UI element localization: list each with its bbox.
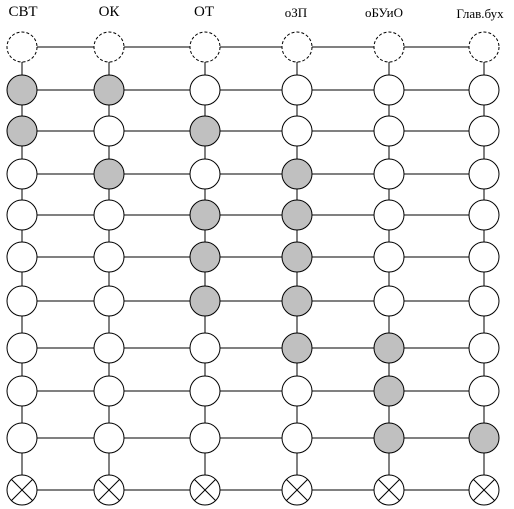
inactive-node — [6, 158, 38, 190]
inactive-node — [93, 241, 125, 273]
end-node-cross-b — [194, 479, 216, 501]
end-node — [281, 474, 313, 506]
start-node — [468, 31, 500, 63]
inactive-node — [93, 332, 125, 364]
end-node-cross-b — [286, 479, 308, 501]
active-node — [189, 241, 221, 273]
inactive-node — [6, 375, 38, 407]
inactive-node — [93, 199, 125, 231]
start-node — [93, 31, 125, 63]
inactive-node — [468, 332, 500, 364]
column-label-svt: СВТ — [8, 4, 38, 20]
column-label-glav-buh: Глав.бух — [456, 6, 504, 21]
active-node — [281, 241, 313, 273]
inactive-node — [373, 158, 405, 190]
inactive-node — [189, 74, 221, 106]
active-node — [468, 422, 500, 454]
inactive-node — [6, 422, 38, 454]
inactive-node — [373, 115, 405, 147]
inactive-node — [373, 199, 405, 231]
end-node-cross-b — [378, 479, 400, 501]
end-node — [468, 474, 500, 506]
inactive-node — [93, 285, 125, 317]
inactive-node — [189, 158, 221, 190]
column-label-ozp: оЗП — [284, 5, 308, 20]
end-node-cross-b — [98, 479, 120, 501]
inactive-node — [93, 115, 125, 147]
column-label-obuio: оБУиО — [365, 5, 403, 20]
active-node — [189, 115, 221, 147]
inactive-node — [189, 332, 221, 364]
inactive-node — [6, 285, 38, 317]
inactive-node — [6, 241, 38, 273]
grid-lines — [21, 46, 485, 491]
active-node — [93, 74, 125, 106]
active-node — [373, 332, 405, 364]
start-node — [281, 31, 313, 63]
start-node — [189, 31, 221, 63]
end-node — [189, 474, 221, 506]
active-node — [281, 332, 313, 364]
nodes — [6, 31, 500, 506]
inactive-node — [373, 74, 405, 106]
inactive-node — [468, 285, 500, 317]
end-node — [6, 474, 38, 506]
inactive-node — [468, 115, 500, 147]
inactive-node — [93, 422, 125, 454]
active-node — [189, 199, 221, 231]
active-node — [281, 285, 313, 317]
inactive-node — [468, 375, 500, 407]
inactive-node — [373, 285, 405, 317]
inactive-node — [281, 422, 313, 454]
end-node — [373, 474, 405, 506]
inactive-node — [281, 74, 313, 106]
inactive-node — [373, 241, 405, 273]
column-label-ok: ОК — [98, 4, 120, 20]
active-node — [373, 422, 405, 454]
active-node — [281, 158, 313, 190]
inactive-node — [6, 199, 38, 231]
start-node — [373, 31, 405, 63]
inactive-node — [281, 375, 313, 407]
end-node-cross-b — [11, 479, 33, 501]
inactive-node — [468, 158, 500, 190]
end-node-cross-b — [473, 479, 495, 501]
inactive-node — [468, 74, 500, 106]
start-node — [6, 31, 38, 63]
inactive-node — [6, 332, 38, 364]
active-node — [373, 375, 405, 407]
inactive-node — [189, 422, 221, 454]
inactive-node — [189, 375, 221, 407]
inactive-node — [93, 375, 125, 407]
inactive-node — [468, 241, 500, 273]
active-node — [6, 74, 38, 106]
column-label-ot: ОТ — [194, 4, 214, 20]
active-node — [6, 115, 38, 147]
active-node — [93, 158, 125, 190]
end-node — [93, 474, 125, 506]
inactive-node — [468, 199, 500, 231]
inactive-node — [281, 115, 313, 147]
active-node — [281, 199, 313, 231]
active-node — [189, 285, 221, 317]
